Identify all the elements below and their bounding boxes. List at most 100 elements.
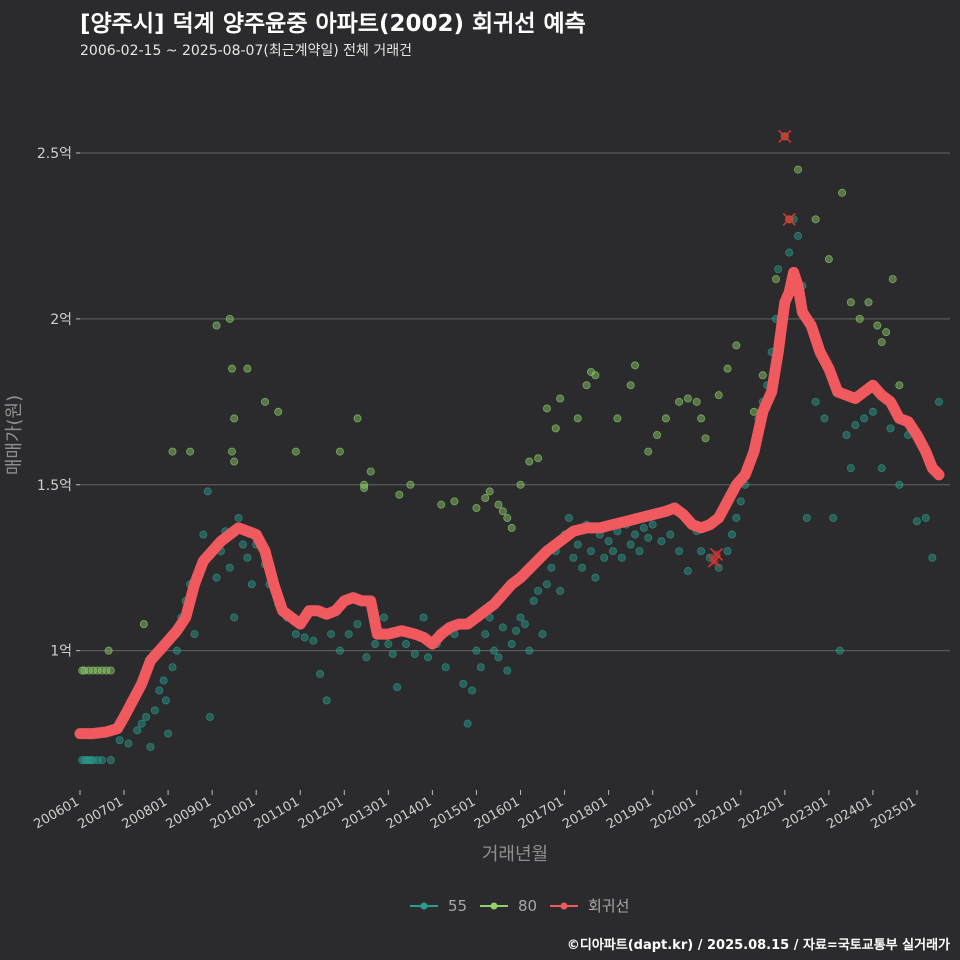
data-point-55 (657, 537, 666, 546)
data-point-80 (437, 500, 446, 509)
cancelled-markers (707, 129, 796, 568)
data-point-55 (335, 646, 344, 655)
x-tick-label: 201201 (296, 794, 346, 832)
data-point-80 (366, 467, 375, 476)
data-point-55 (230, 613, 239, 622)
data-point-55 (534, 586, 543, 595)
data-point-80 (481, 494, 490, 503)
data-point-55 (516, 613, 525, 622)
data-point-80 (591, 371, 600, 380)
data-point-80 (98, 666, 107, 675)
data-point-55 (172, 646, 181, 655)
data-point-55 (168, 663, 177, 672)
data-point-55 (80, 756, 89, 765)
data-point-80 (516, 480, 525, 489)
data-point-55 (569, 553, 578, 562)
data-point-55 (89, 756, 98, 765)
data-point-80 (794, 165, 803, 174)
legend-swatch-dot (490, 902, 498, 910)
data-point-55 (353, 620, 362, 629)
data-point-80 (494, 500, 503, 509)
data-point-55 (234, 513, 243, 522)
x-tick-label: 201601 (472, 794, 522, 832)
data-point-55 (322, 696, 331, 705)
data-point-55 (860, 414, 869, 423)
data-point-80 (882, 328, 891, 337)
data-point-80 (395, 490, 404, 499)
data-point-55 (309, 636, 318, 645)
data-point-55 (476, 663, 485, 672)
data-point-55 (379, 613, 388, 622)
data-point-55 (78, 756, 87, 765)
data-point-55 (463, 719, 472, 728)
legend-label: 80 (518, 897, 537, 915)
data-point-55 (423, 653, 432, 662)
data-point-55 (538, 630, 547, 639)
data-point-80 (89, 666, 98, 675)
legend-label: 회귀선 (588, 897, 629, 915)
data-point-55 (410, 649, 419, 658)
data-point-80 (824, 255, 833, 264)
data-point-55 (934, 397, 943, 406)
x-axis-ticks: 2006012007012008012009012010012011012012… (32, 790, 919, 832)
data-point-55 (609, 547, 618, 556)
data-point-80 (573, 414, 582, 423)
x-tick-label: 202101 (692, 794, 742, 832)
data-point-55 (507, 640, 516, 649)
data-point-55 (851, 421, 860, 430)
data-point-55 (604, 537, 613, 546)
data-point-80 (723, 364, 732, 373)
data-point-55 (371, 640, 380, 649)
data-point-55 (635, 547, 644, 556)
cancelled-marker (778, 129, 792, 143)
data-point-80 (692, 397, 701, 406)
data-point-80 (507, 523, 516, 532)
data-point-55 (644, 533, 653, 542)
data-point-55 (732, 513, 741, 522)
data-point-80 (888, 275, 897, 284)
data-point-55 (829, 513, 838, 522)
data-point-55 (401, 640, 410, 649)
x-tick-label: 201501 (428, 794, 478, 832)
data-point-55 (573, 540, 582, 549)
x-tick-label: 200801 (120, 794, 170, 832)
data-point-55 (529, 596, 538, 605)
x-tick-label: 201701 (516, 794, 566, 832)
data-point-55 (736, 497, 745, 506)
data-point-55 (225, 563, 234, 572)
data-point-55 (203, 487, 212, 496)
data-point-55 (212, 573, 221, 582)
data-point-55 (547, 563, 556, 572)
data-point-55 (494, 653, 503, 662)
data-point-55 (98, 756, 107, 765)
x-tick-label: 201801 (560, 794, 610, 832)
data-point-80 (626, 381, 635, 390)
data-point-55 (498, 623, 507, 632)
data-point-55 (774, 265, 783, 274)
data-point-55 (247, 580, 256, 589)
legend-item-80: 80 (480, 897, 537, 915)
data-point-80 (261, 397, 270, 406)
data-point-55 (586, 547, 595, 556)
data-point-55 (648, 520, 657, 529)
x-axis-label: 거래년월 (482, 844, 548, 865)
data-point-55 (525, 646, 534, 655)
data-point-55 (928, 553, 937, 562)
data-point-80 (551, 424, 560, 433)
data-point-80 (227, 364, 236, 373)
data-point-55 (520, 620, 529, 629)
gridlines (80, 152, 950, 652)
data-point-80 (661, 414, 670, 423)
data-point-80 (582, 381, 591, 390)
data-point-80 (225, 314, 234, 323)
data-point-80 (631, 361, 640, 370)
y-axis-ticks: 1억 1.5억 2억 2.5억 (37, 146, 80, 660)
regression-line (74, 266, 945, 740)
data-point-55 (631, 530, 640, 539)
data-point-55 (877, 464, 886, 473)
data-point-55 (626, 540, 635, 549)
data-point-55 (327, 630, 336, 639)
x-tick-label: 202001 (648, 794, 698, 832)
data-point-55 (564, 513, 573, 522)
